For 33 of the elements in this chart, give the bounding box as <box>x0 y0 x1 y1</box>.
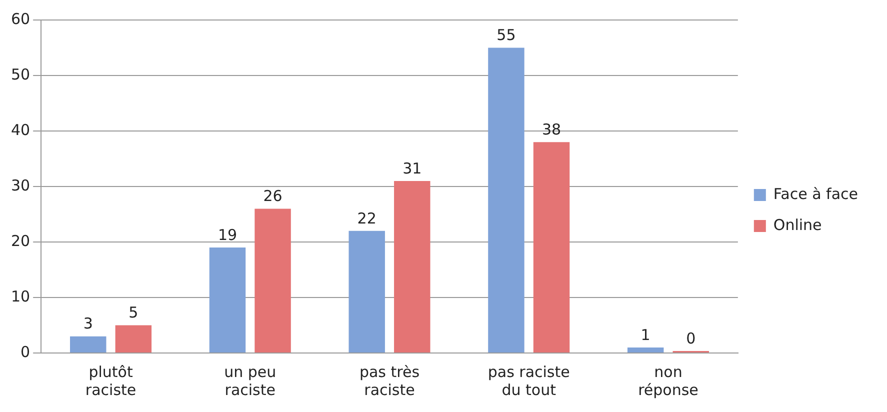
bar <box>533 142 570 352</box>
data-label: 1 <box>640 326 650 344</box>
y-tick-label: 50 <box>10 65 30 84</box>
x-tick-label: pas raciste du tout <box>488 362 570 399</box>
x-tick-label: un peu raciste <box>224 362 276 399</box>
data-label: 26 <box>263 187 282 206</box>
y-tick-label: 20 <box>10 232 30 250</box>
legend-label: Face à face <box>773 184 858 203</box>
y-tick-label: 60 <box>10 10 30 28</box>
y-tick-label: 0 <box>20 342 30 361</box>
y-tick-label: 10 <box>10 287 30 306</box>
data-label: 3 <box>83 314 93 333</box>
y-tick-label: 40 <box>10 120 30 139</box>
y-tick-label: 30 <box>10 176 30 194</box>
bar <box>394 180 430 352</box>
x-tick-label: pas très raciste <box>359 362 420 399</box>
legend-label: Online <box>773 216 822 234</box>
bar <box>115 325 152 352</box>
bar <box>209 248 246 352</box>
x-tick-label: non réponse <box>638 362 698 399</box>
data-label: 19 <box>218 226 238 244</box>
data-label: 22 <box>357 209 376 228</box>
data-label: 5 <box>128 304 138 322</box>
data-label: 0 <box>686 329 696 348</box>
bar <box>627 347 664 352</box>
bar <box>488 48 524 352</box>
data-label: 31 <box>402 159 422 178</box>
data-label: 55 <box>496 26 516 44</box>
data-label: 38 <box>542 120 562 138</box>
x-tick-label: plutôt raciste <box>85 362 136 399</box>
bar <box>254 208 291 352</box>
bar <box>70 336 106 352</box>
bar <box>348 230 385 352</box>
